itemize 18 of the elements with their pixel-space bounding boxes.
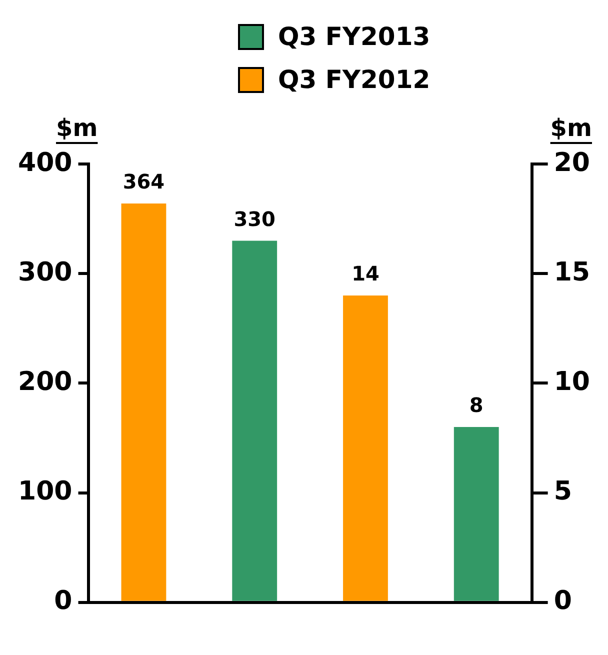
y-tick-label: 0	[54, 586, 72, 616]
y2-axis-title: $m	[550, 114, 592, 142]
y-tick-label: 300	[18, 257, 72, 288]
y2-tick-label: 10	[554, 366, 590, 397]
y-tick-label: 100	[18, 476, 72, 507]
data-label: 364	[122, 170, 165, 194]
legend-label: Q3 FY2013	[278, 22, 430, 51]
y2-tick-label: 20	[554, 148, 590, 178]
legend-label: Q3 FY2012	[278, 65, 430, 94]
y-tick-label: 400	[18, 148, 72, 178]
y-tick-label: 200	[18, 366, 72, 397]
data-label: 14	[352, 262, 380, 286]
data-label: 8	[469, 393, 484, 418]
y2-tick-label: 15	[554, 257, 590, 288]
data-label: 330	[234, 206, 276, 231]
y-axis-title: $m	[56, 114, 98, 142]
y2-tick-label: 5	[554, 476, 572, 507]
y2-tick-label: 0	[554, 586, 572, 616]
